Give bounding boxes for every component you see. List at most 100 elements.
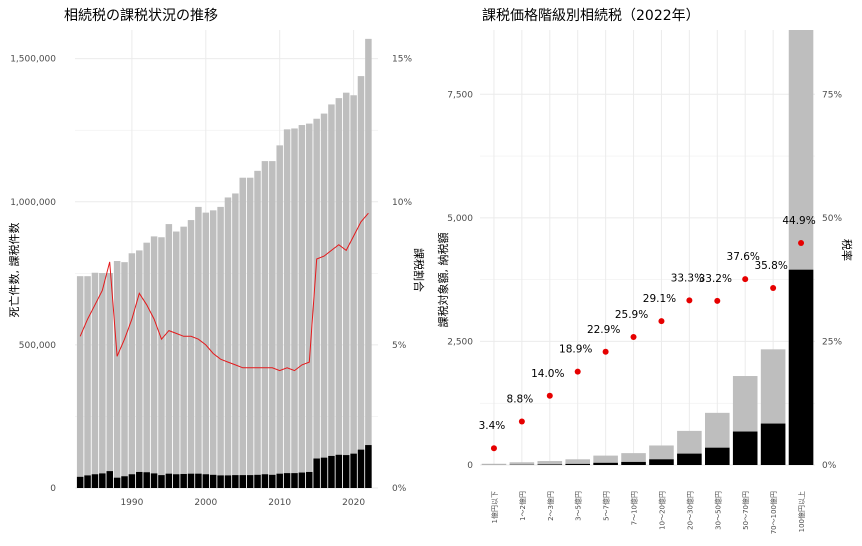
chart1-y-tick-label-1: 500,000: [19, 341, 56, 351]
chart2-point-label-8: 33.2%: [699, 273, 732, 285]
chart2-bar-taxable-0: [481, 463, 507, 465]
chart1-bar-taxed-2022: [365, 445, 372, 488]
chart1-x-tick-label-2: 2010: [268, 498, 291, 508]
chart2-bar-tax-2: [537, 464, 563, 465]
chart2-y2-axis-label: 税率: [840, 239, 854, 261]
chart2-bar-taxable-2: [537, 461, 563, 465]
chart1-bar-deaths-1996: [172, 231, 180, 488]
chart1-x-tick-label-1: 2000: [194, 498, 217, 508]
chart2-point-rate-9: [742, 276, 749, 283]
chart1-bar-taxed-2004: [232, 475, 239, 488]
chart1-y-tick-label-3: 1,500,000: [10, 55, 56, 65]
chart1-bar-taxed-2005: [239, 475, 247, 488]
chart1-bar-deaths-2010: [276, 145, 283, 488]
chart1-bar-taxed-2003: [224, 475, 232, 488]
chart1-bar-taxed-2002: [217, 475, 224, 488]
chart1-bar-deaths-1999: [195, 206, 202, 488]
chart-death-taxation-trend: 相続税の課税状況の推移 0 500,000 1,000,000 1,500,000 0…: [7, 7, 426, 508]
chart2-bar-taxable-5: [621, 453, 646, 465]
chart1-bar-taxed-1994: [158, 475, 165, 488]
chart1-bar-taxed-2014: [306, 471, 313, 488]
chart-inheritance-tax-by-bracket: 課税価格階級別相続税（2022年） 3.4% 8.8% 14.0% 18.9% 22.9…: [436, 7, 854, 534]
chart2-x-tick-label-0: 1億円以下: [490, 491, 499, 523]
chart1-bar-deaths-1990: [128, 253, 136, 488]
chart2-point-label-3: 18.9%: [559, 344, 592, 356]
chart1-bar-deaths-1985: [91, 272, 99, 488]
chart1-bar-taxed-1997: [180, 473, 187, 488]
chart1-bar-taxed-2001: [209, 474, 217, 488]
chart1-bar-taxed-1987: [106, 471, 113, 488]
chart1-bars-taxed: [76, 445, 372, 488]
chart2-point-labels: 3.4% 8.8% 14.0% 18.9% 22.9% 25.9% 29.1% 33.3%33…: [479, 215, 816, 432]
chart1-bar-taxed-2009: [269, 474, 276, 488]
chart1-bar-taxed-1992: [143, 472, 150, 488]
chart1-bar-taxed-1991: [136, 471, 143, 488]
chart2-y2-tick-label-2: 50%: [822, 214, 842, 224]
chart2-point-rate-0: [490, 445, 497, 452]
chart2-bar-tax-5: [621, 461, 646, 465]
chart2-x-tick-label-10: 70〜100億円: [769, 491, 778, 534]
chart2-bar-tax-4: [593, 462, 618, 465]
chart2-y-tick-label-3: 7,500: [447, 90, 473, 100]
chart1-bar-deaths-1989: [121, 262, 128, 488]
chart2-point-rate-8: [714, 297, 721, 304]
chart1-bar-deaths-1992: [143, 242, 150, 488]
chart2-point-label-11: 44.9%: [782, 215, 815, 227]
chart1-bar-taxed-2011: [283, 473, 291, 488]
chart1-bar-deaths-2021: [357, 76, 365, 489]
chart1-bar-taxed-2021: [357, 449, 365, 488]
chart2-point-rate-10: [770, 285, 777, 292]
chart1-bar-taxed-1998: [187, 473, 195, 488]
chart1-bar-taxed-2012: [291, 473, 298, 488]
chart1-bar-taxed-1993: [150, 473, 158, 488]
chart1-bar-taxed-2019: [342, 455, 350, 488]
chart1-bar-taxed-1988: [113, 477, 121, 488]
chart2-x-tick-label-8: 30〜50億円: [713, 491, 722, 530]
chart2-bar-taxable-3: [565, 459, 590, 465]
chart1-bar-taxed-2017: [328, 455, 335, 488]
chart1-bar-deaths-2011: [283, 129, 291, 489]
chart1-bar-taxed-1996: [172, 474, 180, 488]
chart2-point-label-2: 14.0%: [531, 368, 564, 380]
chart1-bar-deaths-2007: [254, 170, 261, 488]
chart1-bar-deaths-2003: [224, 197, 232, 489]
chart1-bar-taxed-2016: [320, 457, 328, 488]
chart2-point-rate-6: [658, 318, 665, 325]
chart2-point-rate-2: [546, 392, 553, 399]
chart1-y2-tick-label-0: 0%: [392, 484, 407, 494]
chart1-y-tick-label-2: 1,000,000: [10, 198, 56, 208]
chart1-bar-deaths-2006: [246, 177, 254, 488]
chart1-bar-deaths-2004: [232, 193, 239, 489]
chart1-bar-deaths-2016: [320, 113, 328, 489]
chart2-bar-tax-11: [788, 269, 814, 465]
chart2-bar-tax-8: [705, 447, 730, 465]
chart1-bar-deaths-2015: [313, 118, 320, 489]
chart2-bar-taxable-4: [593, 455, 618, 465]
chart1-title: 相続税の課税状況の推移: [64, 7, 218, 24]
chart1-bar-deaths-2019: [342, 92, 350, 488]
chart1-bar-taxed-2018: [335, 454, 343, 488]
chart2-x-tick-label-11: 100億円以上: [797, 491, 806, 532]
chart2-y-ticks: 0 2,500 5,000 7,500: [447, 90, 473, 471]
chart1-bar-deaths-1998: [187, 220, 195, 488]
chart1-x-tick-label-3: 2020: [342, 498, 365, 508]
chart1-y2-tick-label-2: 10%: [392, 198, 412, 208]
chart2-point-label-6: 29.1%: [643, 293, 676, 305]
chart1-bar-deaths-2020: [350, 95, 357, 488]
chart1-bar-taxed-1995: [165, 473, 173, 488]
chart1-bar-taxed-1984: [84, 475, 91, 488]
chart1-bar-taxed-1985: [91, 474, 99, 488]
chart1-bar-deaths-2005: [239, 177, 247, 488]
chart1-bar-deaths-1987: [106, 273, 113, 488]
chart1-bar-taxed-2013: [298, 472, 306, 488]
chart1-y2-tick-label-3: 15%: [392, 55, 412, 65]
chart2-point-rate-3: [574, 368, 581, 375]
chart1-bar-deaths-2001: [209, 210, 217, 488]
chart2-y-tick-label-1: 2,500: [447, 337, 473, 347]
chart2-bar-tax-10: [760, 423, 786, 465]
chart1-y2-ticks: 0% 5% 10% 15%: [392, 55, 412, 494]
chart1-bar-taxed-1989: [121, 476, 128, 488]
chart2-point-label-1: 8.8%: [507, 394, 534, 406]
chart1-bars-deaths: [76, 38, 372, 489]
